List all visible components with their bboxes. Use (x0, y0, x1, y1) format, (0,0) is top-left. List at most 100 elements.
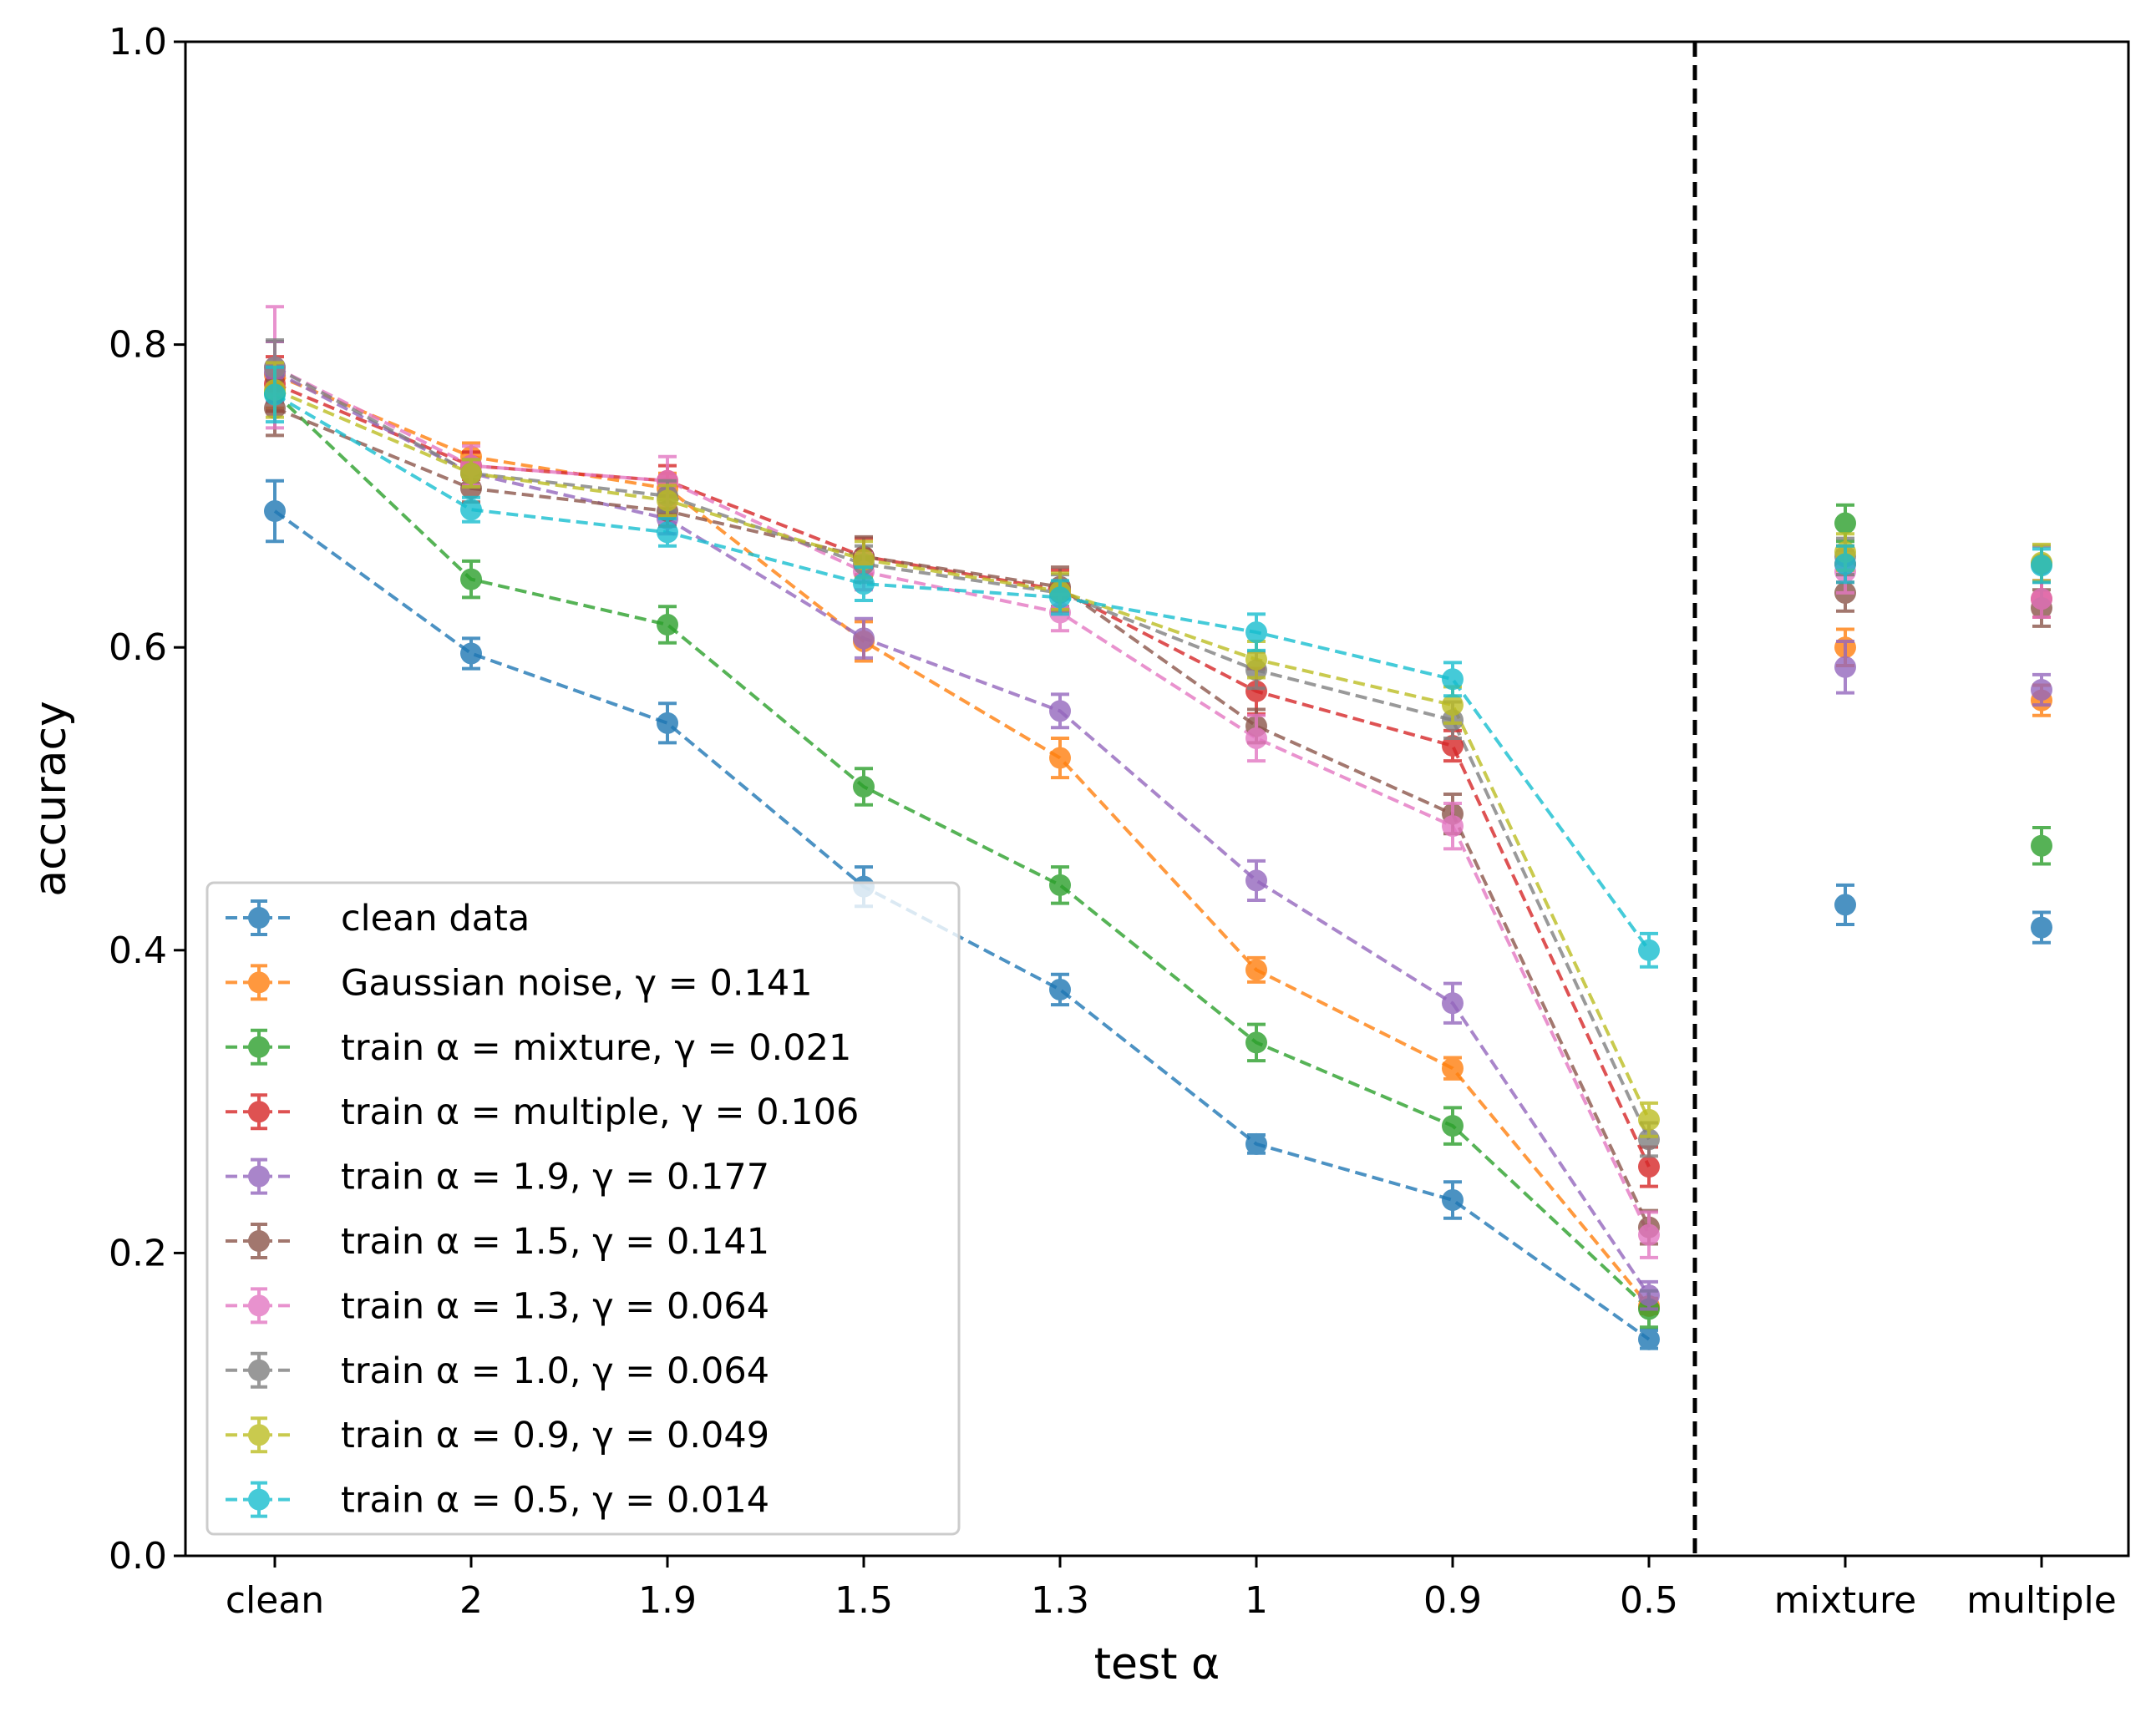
marker (1245, 648, 1267, 671)
legend-marker (248, 907, 270, 929)
data-point (1834, 544, 1856, 585)
legend-label: Gaussian noise, γ = 0.141 (341, 962, 813, 1004)
y-tick-label: 0.0 (109, 1535, 167, 1578)
marker (1638, 1156, 1660, 1178)
data-point (1245, 859, 1267, 902)
legend-marker (248, 1101, 270, 1123)
marker (1638, 939, 1660, 961)
legend-entry: train α = 1.0, γ = 0.064 (226, 1350, 769, 1392)
data-point (1442, 981, 1464, 1025)
data-point (1049, 972, 1071, 1007)
data-point (853, 616, 875, 660)
marker (1442, 735, 1464, 757)
legend-entry: train α = 1.3, γ = 0.064 (226, 1285, 769, 1327)
data-point (1638, 1279, 1660, 1311)
legend-marker (248, 971, 270, 994)
data-point (2031, 825, 2052, 866)
data-point (1442, 1106, 1464, 1146)
marker (2031, 555, 2052, 577)
marker (460, 568, 482, 590)
marker (853, 627, 875, 650)
data-point (853, 565, 875, 602)
legend-marker (248, 1165, 270, 1188)
marker (1442, 1188, 1464, 1211)
data-point (264, 365, 286, 424)
marker (460, 462, 482, 484)
series-line (273, 509, 1651, 1341)
marker (460, 499, 482, 521)
marker (2031, 678, 2052, 701)
y-tick-label: 0.4 (109, 929, 167, 972)
marker (1638, 1223, 1660, 1246)
marker (1834, 656, 1856, 678)
legend-marker (248, 1294, 270, 1317)
data-point (657, 484, 678, 518)
x-tick-label: 0.5 (1620, 1579, 1678, 1622)
marker (264, 500, 286, 523)
data-point (2031, 547, 2052, 585)
series-line (274, 370, 1651, 1297)
legend-label: train α = mixture, γ = 0.021 (341, 1027, 851, 1069)
data-point (1638, 1328, 1660, 1350)
legend-label: train α = 1.0, γ = 0.064 (341, 1350, 769, 1392)
data-point (1245, 1132, 1267, 1155)
marker (657, 614, 678, 636)
data-point (1245, 713, 1267, 763)
legend-marker (248, 1488, 270, 1511)
marker (1442, 992, 1464, 1015)
legend-entry: train α = 0.5, γ = 0.014 (226, 1480, 769, 1522)
series-line (274, 388, 1651, 1121)
marker (1049, 700, 1071, 722)
legend-entry: train α = 1.9, γ = 0.177 (226, 1157, 769, 1198)
legend-entry: train α = 0.9, γ = 0.049 (226, 1415, 769, 1456)
marker (853, 775, 875, 798)
data-point (460, 559, 482, 600)
marker (1834, 512, 1856, 534)
x-tick-label: 0.9 (1423, 1579, 1482, 1622)
x-tick-label: 1.5 (834, 1579, 893, 1622)
series-line (274, 366, 1651, 1236)
marker (2031, 588, 2052, 610)
x-tick-label: 2 (459, 1579, 483, 1622)
data-point (1638, 1210, 1660, 1259)
legend-entry: train α = 1.5, γ = 0.141 (226, 1221, 769, 1263)
legend-entry: train α = mixture, γ = 0.021 (226, 1027, 851, 1069)
marker (1245, 869, 1267, 892)
legend-entry: Gaussian noise, γ = 0.141 (226, 962, 813, 1004)
marker (2031, 916, 2052, 939)
marker (1442, 815, 1464, 838)
marker (657, 712, 678, 734)
marker (264, 383, 286, 406)
legend-marker (248, 1036, 270, 1058)
marker (853, 549, 875, 571)
data-point (1049, 692, 1071, 730)
legend-label: clean data (341, 898, 530, 940)
marker (1245, 621, 1267, 644)
data-point (1834, 883, 1856, 926)
legend-label: train α = 1.3, γ = 0.064 (341, 1285, 769, 1327)
legend-marker (248, 1230, 270, 1252)
series-line (273, 392, 1651, 1310)
x-tick-label: clean (226, 1579, 324, 1622)
data-point (1638, 931, 1660, 969)
marker (1245, 959, 1267, 981)
legend-marker (248, 1359, 270, 1381)
marker (657, 521, 678, 544)
x-tick-label: 1.9 (638, 1579, 697, 1622)
legend-label: train α = 1.5, γ = 0.141 (341, 1221, 769, 1263)
marker (1442, 668, 1464, 691)
x-axis-title: test α (1094, 1639, 1220, 1689)
marker (1049, 874, 1071, 896)
marker (1834, 553, 1856, 575)
x-tick-label: 1.3 (1031, 1579, 1089, 1622)
data-point (657, 702, 678, 745)
marker (1049, 586, 1071, 609)
marker (1638, 1284, 1660, 1307)
marker (2031, 834, 2052, 857)
data-point (1049, 865, 1071, 905)
x-tick-label: 1 (1245, 1579, 1268, 1622)
data-point (853, 767, 875, 807)
legend-entry: train α = multiple, γ = 0.106 (226, 1092, 859, 1133)
data-point (264, 479, 286, 544)
series-line (274, 406, 1651, 1228)
